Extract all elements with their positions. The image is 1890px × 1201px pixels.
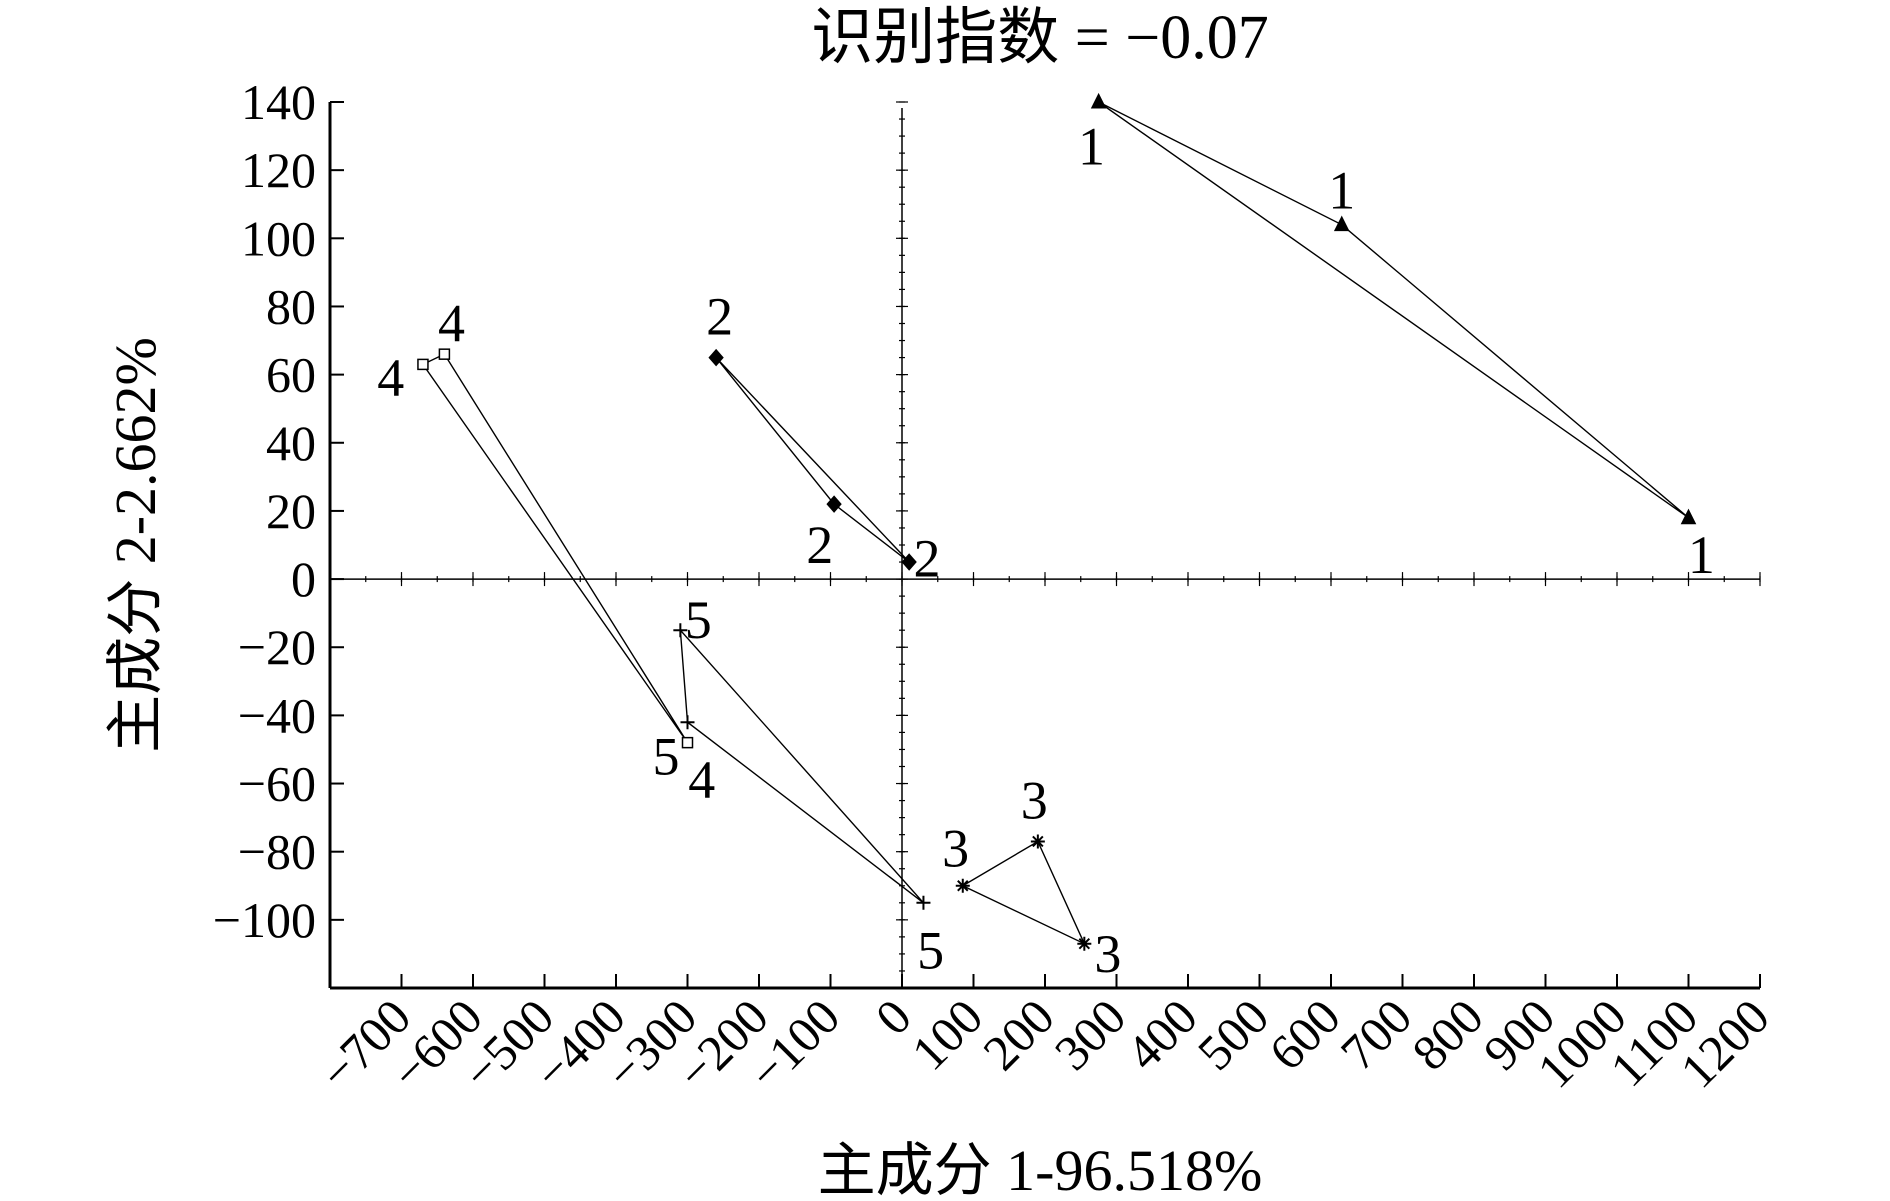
- series-5: [673, 623, 931, 910]
- point-label: 2: [706, 287, 733, 347]
- y-tick-label: 120: [241, 142, 316, 198]
- series-triangle-outline: [715, 357, 910, 563]
- diamond-marker: [708, 348, 724, 367]
- point-label: 3: [1021, 771, 1048, 831]
- y-tick-label: −100: [213, 892, 316, 948]
- y-tick-label: −40: [238, 687, 316, 743]
- series-1: [1090, 92, 1697, 525]
- square-marker: [417, 358, 429, 371]
- x-tick-label: 1200: [1669, 988, 1779, 1098]
- triangle-marker: [1333, 215, 1350, 232]
- square-marker: [681, 736, 694, 749]
- diamond-marker: [826, 495, 842, 513]
- series-layer: [417, 92, 1697, 951]
- y-tick-label: 0: [291, 551, 316, 607]
- chart-title: 识别指数 = −0.07: [811, 4, 1268, 72]
- y-tick-label: 80: [266, 278, 316, 334]
- plus-marker: [673, 623, 688, 638]
- point-label: 4: [438, 294, 465, 354]
- y-tick-label: 20: [266, 483, 316, 539]
- star-marker: [955, 878, 970, 893]
- point-label: 4: [688, 750, 715, 810]
- series-triangle-outline: [679, 628, 924, 904]
- point-label: 2: [914, 529, 941, 589]
- triangle-marker: [1680, 508, 1697, 525]
- y-tick-label: −60: [238, 756, 316, 812]
- point-label: 5: [685, 590, 712, 650]
- point-label: 5: [653, 726, 680, 786]
- star-marker: [1030, 834, 1045, 849]
- x-axis-title: 主成分 1-96.518%: [818, 1138, 1263, 1201]
- y-tick-label: 40: [266, 415, 316, 471]
- diamond-marker: [901, 553, 917, 571]
- series-3: [955, 834, 1092, 951]
- point-label: 3: [1094, 924, 1121, 984]
- point-label: 4: [377, 348, 404, 408]
- point-label: 1: [1328, 161, 1355, 221]
- series-4: [417, 348, 694, 749]
- y-tick-label: −20: [238, 619, 316, 675]
- triangle-marker: [1090, 92, 1107, 109]
- y-tick-label: 100: [241, 210, 316, 266]
- series-triangle-outline: [1098, 101, 1689, 519]
- y-axis-title: 主成分 2-2.662%: [103, 337, 168, 753]
- point-label: 1: [1688, 525, 1715, 585]
- y-tick-label: 60: [266, 347, 316, 403]
- plus-marker: [680, 715, 695, 730]
- series-triangle-outline: [961, 840, 1086, 946]
- axes: 140120100806040200−20−40−60−80−100−700−6…: [213, 74, 1780, 1101]
- y-tick-label: 140: [241, 74, 316, 130]
- point-label: 3: [942, 818, 969, 878]
- point-label: 1: [1078, 116, 1105, 176]
- plus-marker: [916, 895, 931, 910]
- point-label: 2: [806, 515, 833, 575]
- point-label: 5: [917, 921, 944, 981]
- square-marker: [438, 348, 451, 360]
- star-marker: [1077, 936, 1092, 951]
- series-triangle-outline: [421, 353, 689, 744]
- series-2: [708, 348, 917, 571]
- y-tick-label: −80: [238, 824, 316, 880]
